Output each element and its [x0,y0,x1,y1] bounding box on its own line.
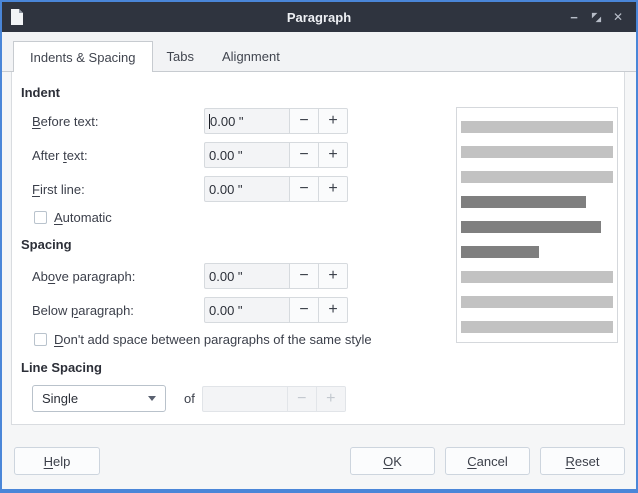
text-caret [209,113,210,129]
same-style-label: Don't add space between paragraphs of th… [54,332,372,347]
same-style-checkbox[interactable] [34,333,47,346]
tab-alignment[interactable]: Alignment [222,48,280,64]
before-text-increment-button[interactable]: + [318,109,347,133]
of-spinner: − + [201,385,346,412]
above-paragraph-row: Above paragraph: 0.00 " − + [32,263,348,289]
ok-button[interactable]: OK [350,447,435,475]
line-spacing-value: Single [42,391,79,406]
of-label: of [184,391,195,406]
above-paragraph-input[interactable]: 0.00 " [209,268,243,284]
line-spacing-heading: Line Spacing [21,360,102,375]
of-increment-button: + [315,386,345,411]
above-paragraph-decrement-button[interactable]: − [289,264,318,288]
footer: Help OK Cancel Reset [14,447,625,475]
below-paragraph-input[interactable]: 0.00 " [209,302,243,318]
after-text-decrement-button[interactable]: − [289,143,318,167]
preview-bar [461,121,613,133]
after-text-spinner: 0.00 " − + [204,142,348,168]
after-text-increment-button[interactable]: + [318,143,347,167]
restore-icon[interactable] [587,7,605,27]
preview-bar [461,271,613,283]
below-paragraph-increment-button[interactable]: + [318,298,347,322]
tab-indents-spacing[interactable]: Indents & Spacing [13,41,153,72]
first-line-increment-button[interactable]: + [318,177,347,201]
chevron-down-icon [148,396,156,401]
automatic-label: Automatic [54,210,112,225]
after-text-row: After text: 0.00 " − + [32,142,348,168]
automatic-checkbox-row: Automatic [34,210,112,225]
first-line-input[interactable]: 0.00 " [209,181,243,197]
line-spacing-dropdown[interactable]: Single [32,385,166,412]
tab-bar: Indents & Spacing Tabs Alignment [2,32,636,72]
below-paragraph-spinner: 0.00 " − + [204,297,348,323]
first-line-label: First line: [32,181,85,197]
titlebar[interactable]: Paragraph − ✕ [2,2,636,32]
below-paragraph-label: Below paragraph: [32,302,134,318]
before-text-input[interactable]: 0.00 " [209,113,244,129]
preview-bar [461,171,613,183]
first-line-spinner: 0.00 " − + [204,176,348,202]
before-text-decrement-button[interactable]: − [289,109,318,133]
first-line-row: First line: 0.00 " − + [32,176,348,202]
of-decrement-button: − [286,386,316,411]
document-page-icon [10,9,23,25]
reset-button[interactable]: Reset [540,447,625,475]
preview-bar [461,321,613,333]
indents-spacing-panel: Indent Before text: 0.00 " − + After tex… [11,72,625,425]
below-paragraph-decrement-button[interactable]: − [289,298,318,322]
of-input [203,387,287,411]
help-button[interactable]: Help [14,447,100,475]
above-paragraph-increment-button[interactable]: + [318,264,347,288]
line-spacing-row: Single of − + [32,385,346,412]
preview-bar [461,146,613,158]
above-paragraph-spinner: 0.00 " − + [204,263,348,289]
below-paragraph-row: Below paragraph: 0.00 " − + [32,297,348,323]
same-style-checkbox-row: Don't add space between paragraphs of th… [34,332,372,347]
window-controls: − ✕ [565,7,627,27]
spacing-heading: Spacing [21,237,72,252]
above-paragraph-label: Above paragraph: [32,268,136,284]
before-text-row: Before text: 0.00 " − + [32,108,348,134]
preview-bar [461,246,539,258]
after-text-input[interactable]: 0.00 " [209,147,243,163]
before-text-label: Before text: [32,113,99,129]
preview-bar [461,196,586,208]
preview-box [456,107,618,343]
window-title: Paragraph [286,9,352,25]
close-icon[interactable]: ✕ [612,10,624,24]
after-text-label: After text: [32,147,88,163]
automatic-checkbox[interactable] [34,211,47,224]
first-line-decrement-button[interactable]: − [289,177,318,201]
cancel-button[interactable]: Cancel [445,447,530,475]
tab-tabs[interactable]: Tabs [166,48,194,64]
minimize-icon[interactable]: − [570,9,578,25]
indent-heading: Indent [21,85,60,100]
preview-bar [461,221,601,233]
before-text-spinner: 0.00 " − + [204,108,348,134]
preview-bar [461,296,613,308]
